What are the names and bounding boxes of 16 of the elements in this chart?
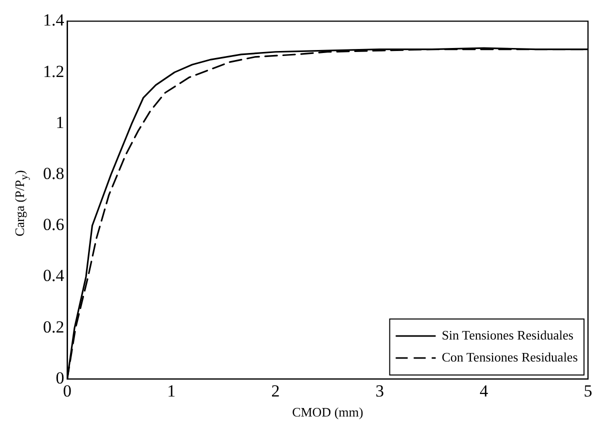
x-tick-label: 5 bbox=[584, 382, 592, 401]
y-tick-label: 0.8 bbox=[43, 164, 64, 184]
y-tick-label: 1.2 bbox=[43, 62, 64, 81]
x-tick-label: 3 bbox=[375, 382, 384, 401]
x-tick-label: 1 bbox=[167, 382, 176, 401]
y-tick-label: 0.6 bbox=[43, 215, 64, 234]
x-tick-label: 2 bbox=[271, 382, 280, 401]
x-axis-title: CMOD (mm) bbox=[292, 404, 364, 420]
legend-label: Sin Tensiones Residuales bbox=[442, 327, 574, 342]
y-tick-label: 0.4 bbox=[43, 266, 65, 286]
legend-label: Con Tensiones Residuales bbox=[442, 349, 578, 364]
y-tick-label: 0.2 bbox=[43, 317, 64, 336]
y-tick-label: 1 bbox=[56, 112, 64, 132]
x-tick-label: 4 bbox=[480, 382, 489, 401]
y-tick-label: 0 bbox=[56, 368, 64, 388]
y-tick-label: 1.4 bbox=[43, 10, 65, 30]
